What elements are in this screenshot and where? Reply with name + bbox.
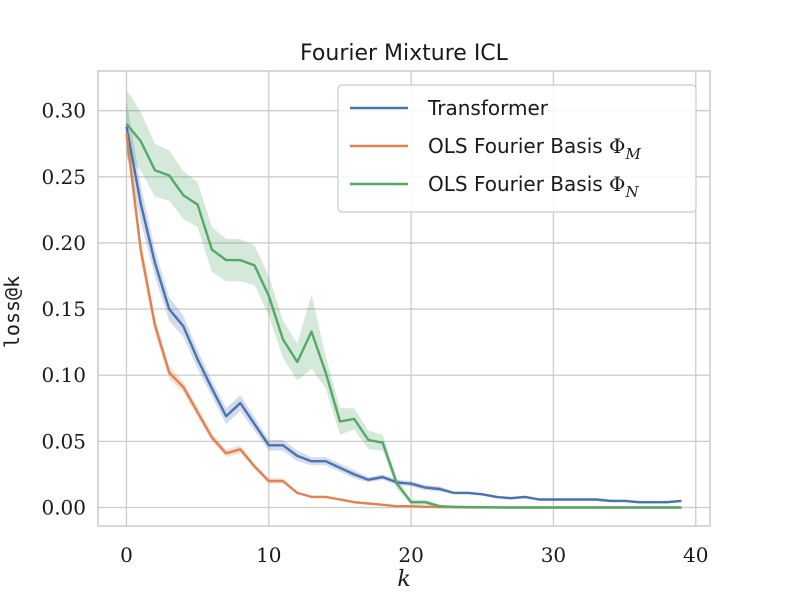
series-line xyxy=(125,123,682,509)
y-tick-label: 0.25 xyxy=(41,165,86,189)
y-tick-label: 0.05 xyxy=(41,429,86,453)
legend-entry: Transformer xyxy=(427,96,549,120)
legend-entry-subscript: N xyxy=(624,183,639,201)
legend-entry-symbol: Φ xyxy=(609,134,625,158)
x-tick-label: 30 xyxy=(541,543,566,567)
y-tick-labels: 0.00 0.05 0.10 0.15 0.20 0.25 0.30 xyxy=(41,99,86,520)
x-tick-label: 20 xyxy=(398,543,423,567)
legend-entry: OLS Fourier Basis ΦN xyxy=(428,172,639,201)
legend-entry-text: Transformer xyxy=(427,96,549,120)
y-tick-label: 0.00 xyxy=(41,495,86,519)
y-tick-label: 0.30 xyxy=(41,99,86,123)
series-lines xyxy=(125,123,682,509)
y-tick-label: 0.20 xyxy=(41,231,86,255)
chart-title: Fourier Mixture ICL xyxy=(300,41,509,66)
legend-entry-symbol: Φ xyxy=(609,172,625,196)
x-tick-label: 40 xyxy=(683,543,708,567)
legend-entry: OLS Fourier Basis ΦM xyxy=(428,134,641,163)
y-axis-label: loss@k xyxy=(0,276,24,348)
legend-entry-subscript: M xyxy=(624,145,641,163)
x-tick-labels: 0 10 20 30 40 xyxy=(120,543,708,567)
x-tick-label: 10 xyxy=(256,543,281,567)
x-tick-label: 0 xyxy=(120,543,133,567)
y-tick-label: 0.10 xyxy=(41,363,86,387)
legend-entry-text: OLS Fourier Basis xyxy=(428,172,609,196)
legend-box xyxy=(337,84,697,213)
x-axis-label: k xyxy=(397,567,410,592)
series-line xyxy=(125,126,682,504)
y-tick-label: 0.15 xyxy=(41,297,86,321)
legend-entry-text: OLS Fourier Basis xyxy=(428,134,609,158)
plot-frame xyxy=(97,70,711,527)
